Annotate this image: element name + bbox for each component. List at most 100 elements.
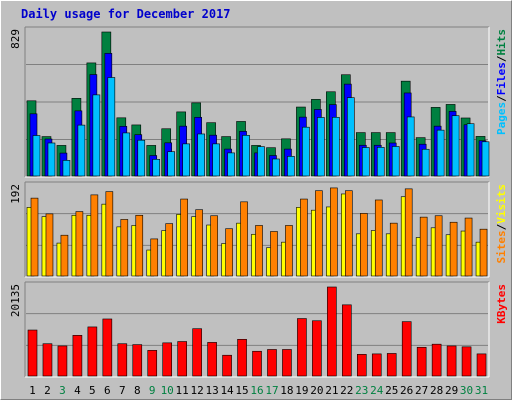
bar-pages-day-29 — [451, 115, 460, 177]
bar-kbytes-day-20 — [312, 320, 322, 377]
bar-sites-day-30 — [464, 217, 473, 277]
bar-kbytes-day-29 — [446, 345, 457, 377]
x-tick-label-day-27: 27 — [415, 384, 428, 397]
bar-kbytes-day-7 — [117, 343, 128, 377]
bar-kbytes-day-11 — [177, 341, 187, 377]
bar-sites-day-29 — [449, 221, 458, 277]
chart-title: Daily usage for December 2017 — [21, 7, 231, 21]
x-tick-label-day-29: 29 — [445, 384, 458, 397]
bar-sites-day-19 — [300, 198, 308, 277]
bar-kbytes-day-15 — [237, 339, 247, 377]
bar-sites-day-15 — [240, 201, 248, 277]
bar-sites-day-1 — [30, 197, 39, 277]
bar-pages-day-2 — [47, 142, 56, 177]
legend-hits: Hits — [495, 29, 508, 56]
bar-pages-day-12 — [197, 133, 205, 177]
bar-sites-day-3 — [60, 234, 69, 277]
bar-sites-day-25 — [389, 222, 398, 277]
x-tick-label-day-20: 20 — [310, 384, 323, 397]
bar-pages-day-13 — [212, 143, 220, 177]
bar-pages-day-9 — [152, 159, 161, 177]
bar-kbytes-day-3 — [57, 345, 68, 377]
x-tick-label-day-25: 25 — [385, 384, 398, 397]
x-tick-label-day-22: 22 — [340, 384, 353, 397]
bar-pages-day-24 — [376, 147, 385, 177]
bar-sites-day-12 — [195, 209, 203, 277]
x-tick-label-day-10: 10 — [161, 384, 174, 397]
bar-sites-day-24 — [374, 199, 383, 277]
bar-kbytes-day-6 — [102, 318, 113, 377]
x-tick-label-day-7: 7 — [119, 384, 126, 397]
bar-sites-day-4 — [75, 211, 84, 277]
bar-sites-day-14 — [225, 228, 233, 277]
x-tick-label-day-1: 1 — [29, 384, 36, 397]
bar-pages-day-23 — [361, 147, 370, 177]
panel-0-max-label: 829 — [9, 29, 22, 49]
panel-1-max-label: 192 — [9, 184, 22, 204]
bar-pages-day-8 — [137, 139, 146, 177]
bar-sites-day-18 — [285, 225, 293, 277]
x-tick-label-day-2: 2 — [44, 384, 51, 397]
x-tick-label-day-14: 14 — [220, 384, 234, 397]
bar-sites-day-11 — [180, 198, 188, 277]
x-tick-label-day-18: 18 — [280, 384, 293, 397]
bar-kbytes-day-13 — [207, 342, 217, 377]
bar-pages-day-26 — [406, 116, 415, 177]
bar-sites-day-8 — [135, 214, 144, 277]
bar-kbytes-day-16 — [252, 350, 262, 377]
legend-files: Files — [495, 62, 508, 95]
legend-kbytes: KBytes — [495, 284, 508, 324]
bar-pages-day-18 — [287, 156, 295, 177]
bar-pages-day-16 — [257, 146, 265, 177]
x-tick-label-day-31: 31 — [475, 384, 488, 397]
bar-kbytes-day-4 — [72, 335, 83, 377]
bar-sites-day-31 — [479, 228, 488, 277]
x-tick-label-day-19: 19 — [295, 384, 308, 397]
bar-sites-day-7 — [120, 219, 129, 277]
x-tick-label-day-30: 30 — [460, 384, 473, 397]
bar-sites-day-28 — [434, 215, 443, 277]
bar-pages-day-27 — [421, 148, 430, 177]
bar-sites-day-10 — [165, 223, 174, 277]
bar-pages-day-3 — [62, 160, 71, 177]
legend-slash: / — [495, 223, 508, 230]
x-tick-label-day-4: 4 — [74, 384, 81, 397]
bar-kbytes-day-18 — [282, 349, 292, 377]
bar-pages-day-5 — [92, 94, 101, 177]
bar-pages-day-28 — [436, 129, 445, 177]
bar-sites-day-22 — [345, 190, 353, 277]
bar-kbytes-day-31 — [476, 353, 487, 377]
bar-pages-day-25 — [391, 146, 400, 177]
panel-2-legend: KBytes — [495, 284, 508, 324]
x-tick-label-day-23: 23 — [355, 384, 368, 397]
x-tick-label-day-26: 26 — [400, 384, 413, 397]
x-tick-label-day-17: 17 — [265, 384, 278, 397]
bar-kbytes-day-22 — [342, 304, 352, 377]
bar-kbytes-day-12 — [192, 328, 202, 377]
bar-kbytes-day-2 — [42, 343, 53, 377]
bar-sites-day-20 — [315, 190, 323, 277]
x-tick-label-day-9: 9 — [149, 384, 156, 397]
x-tick-label-day-21: 21 — [325, 384, 338, 397]
x-tick-label-day-6: 6 — [104, 384, 111, 397]
x-tick-label-day-16: 16 — [250, 384, 263, 397]
bar-kbytes-day-21 — [327, 286, 337, 377]
x-tick-label-day-15: 15 — [235, 384, 248, 397]
x-tick-label-day-5: 5 — [89, 384, 96, 397]
bar-sites-day-16 — [255, 225, 263, 277]
bar-kbytes-day-14 — [222, 354, 232, 377]
bar-sites-day-9 — [150, 238, 159, 277]
bar-kbytes-day-9 — [147, 350, 158, 377]
bar-pages-day-31 — [481, 141, 490, 177]
bar-kbytes-day-5 — [87, 326, 98, 377]
bar-sites-day-2 — [45, 213, 54, 277]
bar-sites-day-6 — [105, 191, 114, 277]
bar-kbytes-day-24 — [371, 353, 382, 377]
bar-kbytes-day-28 — [431, 343, 442, 377]
legend-slash: / — [495, 95, 508, 102]
bar-pages-day-15 — [242, 135, 250, 177]
x-tick-label-day-28: 28 — [430, 384, 443, 397]
x-tick-label-day-13: 13 — [205, 384, 218, 397]
bar-pages-day-1 — [32, 135, 41, 177]
